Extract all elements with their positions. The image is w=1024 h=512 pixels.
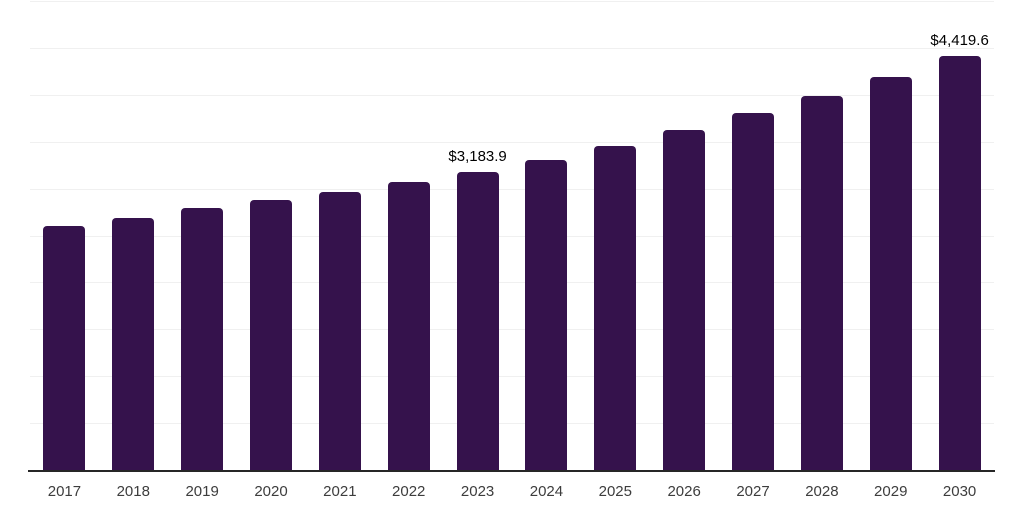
x-axis-line bbox=[28, 470, 995, 472]
gridline bbox=[30, 423, 994, 425]
bar-slot: $3,183.9 bbox=[443, 2, 512, 471]
bar-slot bbox=[856, 2, 925, 471]
gridline bbox=[30, 282, 994, 284]
bar-2028[interactable] bbox=[800, 95, 843, 471]
bar-slot bbox=[374, 2, 443, 471]
gridline bbox=[30, 47, 994, 49]
bar-2027[interactable] bbox=[732, 113, 775, 471]
x-axis-label: 2028 bbox=[805, 483, 839, 500]
bar-2021[interactable] bbox=[318, 192, 361, 471]
x-axis-label: 2029 bbox=[874, 483, 908, 500]
x-axis-label: 2026 bbox=[667, 483, 701, 500]
x-axis-label: 2021 bbox=[323, 483, 357, 500]
gridlines bbox=[30, 1, 994, 471]
gridline bbox=[30, 329, 994, 331]
x-axis-label: 2023 bbox=[460, 483, 495, 500]
bar-2023[interactable] bbox=[456, 172, 499, 471]
x-axis-label: 2027 bbox=[736, 483, 770, 500]
bar-slot bbox=[99, 2, 168, 471]
bar-slot bbox=[581, 2, 650, 471]
bar-2017[interactable] bbox=[43, 226, 86, 471]
bar-2026[interactable] bbox=[663, 130, 706, 471]
bar-2018[interactable] bbox=[112, 217, 155, 471]
bar-slot bbox=[719, 2, 788, 471]
x-axis-label: 2017 bbox=[47, 483, 82, 500]
gridline bbox=[30, 1, 994, 2]
x-axis-label: 2019 bbox=[185, 483, 219, 500]
bar-2020[interactable] bbox=[250, 199, 292, 471]
bar-2030[interactable] bbox=[938, 56, 981, 471]
x-axis-label: 2020 bbox=[254, 483, 288, 500]
bar-value-label: $3,183.9 bbox=[448, 148, 507, 166]
gridline bbox=[30, 235, 994, 237]
bar-slot bbox=[30, 2, 99, 471]
bar-2025[interactable] bbox=[594, 145, 637, 471]
bar-slot bbox=[168, 2, 237, 471]
bar-2024[interactable] bbox=[525, 160, 568, 471]
bar-slot bbox=[650, 2, 719, 471]
bars: $3,183.9 $4,419.6 bbox=[30, 2, 994, 471]
x-axis-label: 2025 bbox=[598, 483, 632, 500]
x-axis-label: 2024 bbox=[529, 483, 564, 500]
bar-2029[interactable] bbox=[869, 77, 912, 471]
bar-value-label: $4,419.6 bbox=[930, 32, 989, 50]
bar-2022[interactable] bbox=[387, 182, 430, 471]
bar-slot bbox=[237, 2, 306, 471]
gridline bbox=[30, 376, 994, 378]
bar-slot bbox=[787, 2, 856, 471]
gridline bbox=[30, 94, 994, 96]
bar-slot: $4,419.6 bbox=[925, 2, 994, 471]
x-axis-label: 2030 bbox=[942, 483, 977, 500]
x-axis-label: 2018 bbox=[116, 483, 150, 500]
bar-2019[interactable] bbox=[181, 208, 224, 471]
gridline bbox=[30, 141, 994, 143]
x-axis-labels: 2017 2018 2019 2020 2021 2022 2023 2024 2025 2026… bbox=[30, 483, 994, 500]
bar-slot bbox=[305, 2, 374, 471]
bar-slot bbox=[512, 2, 581, 471]
x-axis-label: 2022 bbox=[392, 483, 426, 500]
gridline bbox=[30, 188, 994, 190]
